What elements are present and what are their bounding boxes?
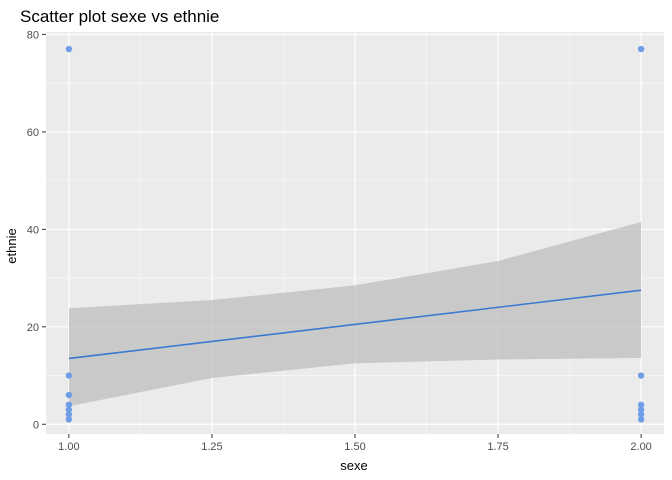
confidence-band <box>68 222 642 407</box>
y-axis-title: ethnie <box>4 228 19 263</box>
y-tick-label: 0 <box>33 419 39 431</box>
trend-line <box>68 289 642 360</box>
y-tick-label: 40 <box>27 224 39 236</box>
data-point <box>637 411 645 418</box>
x-tick-label: 1.25 <box>201 441 222 453</box>
x-axis-title: sexe <box>340 458 367 473</box>
data-point <box>637 372 645 379</box>
x-tick-label: 1.75 <box>487 441 508 453</box>
data-point <box>637 45 645 53</box>
data-point <box>65 401 73 408</box>
y-tick-label: 80 <box>27 29 39 41</box>
y-tick-label: 20 <box>27 322 39 334</box>
y-tick-label: 60 <box>27 127 39 139</box>
data-point <box>65 391 73 399</box>
data-point <box>65 372 73 379</box>
x-axis: 1.00 1.25 1.50 1.75 2.00 <box>58 434 652 453</box>
x-tick-label: 1.00 <box>58 441 79 453</box>
data-point <box>637 406 645 413</box>
chart-title: Scatter plot sexe vs ethnie <box>20 7 219 26</box>
data-point <box>637 416 645 423</box>
data-points <box>65 45 645 423</box>
data-point <box>65 416 73 423</box>
data-point <box>65 406 73 413</box>
data-point <box>65 45 73 53</box>
x-tick-label: 1.50 <box>344 441 365 453</box>
y-axis: 0 20 40 60 80 <box>27 29 46 431</box>
data-point <box>65 411 73 418</box>
data-point <box>637 401 645 408</box>
x-tick-label: 2.00 <box>630 441 651 453</box>
